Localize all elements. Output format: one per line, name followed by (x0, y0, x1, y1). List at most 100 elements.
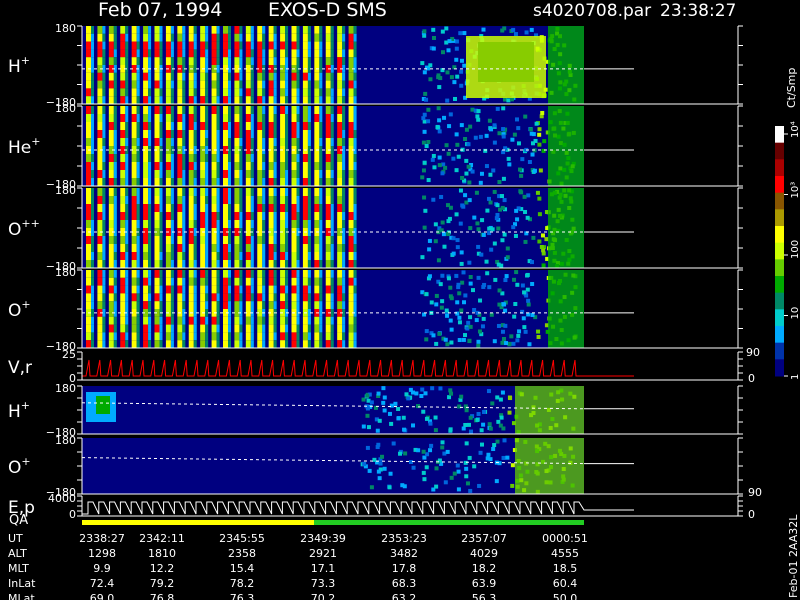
panel-oplus-cell (228, 309, 231, 317)
panel-oplus-cell (182, 324, 186, 333)
panel-oplus-cell (120, 285, 126, 294)
panel-heplus-cell (444, 143, 449, 148)
panel-hplus-cell (120, 26, 126, 34)
panel-hplus-cell (165, 33, 171, 42)
panel-oplus-cell (342, 332, 346, 341)
panel-oplusplus-cell (455, 245, 460, 250)
panel-heplus-cell (501, 127, 506, 132)
panel-oplus2-cell (363, 464, 368, 469)
panel-hplus2-cell (438, 386, 443, 391)
panel-heplus-cell (223, 170, 228, 178)
panel-hplus-cell (125, 80, 129, 89)
panel-oplusplus-cell (257, 220, 263, 228)
panel-oplusplus-cell (500, 238, 505, 243)
panel-heplus-cell (234, 130, 240, 138)
panel-heplus-cell (205, 106, 209, 114)
panel-heplus-cell (280, 114, 286, 122)
panel-oplusplus-cell (535, 190, 540, 195)
panel-hplus-cell (177, 41, 183, 50)
panel-oplus2-cell (434, 466, 439, 471)
panel-heplus-cell (280, 130, 286, 138)
panel-heplus-cell (228, 130, 231, 138)
time-bar (82, 520, 584, 525)
panel-oplusplus-cell (348, 188, 354, 196)
panel-hplus-cell (337, 72, 343, 81)
panel-hplus2-cell (428, 421, 433, 426)
panel-hplus-cell (136, 80, 140, 89)
panel-hplus-cell (211, 80, 217, 89)
panel-hplus-cell (177, 88, 183, 97)
panel-oplus-cell (342, 324, 346, 333)
panel-hplus2: H+180−180 (8, 382, 743, 439)
colorbar-segment (775, 342, 784, 360)
panel-heplus-cell (234, 154, 240, 162)
panel-hplus-cell (120, 72, 126, 81)
panel-heplus-cell (211, 154, 217, 162)
panel-oplus-cell (131, 277, 137, 286)
panel-heplus-ymin: −180 (46, 178, 76, 191)
panel-hplus-cell (91, 65, 94, 73)
panel-hplus-cell (245, 41, 251, 50)
panel-hplus-cell (97, 96, 103, 104)
panel-oplus-cell (223, 277, 228, 286)
panel-oplus-cell (291, 316, 297, 325)
panel-oplus-cell (268, 270, 274, 278)
panel-hplus-cell (307, 49, 311, 58)
panel-heplus-cell (497, 131, 502, 136)
ep-trace (82, 501, 634, 515)
panel-hplus2-cell (464, 408, 469, 413)
panel-hplus2-ymax: 180 (55, 382, 76, 395)
panel-oplus-cell (348, 324, 354, 333)
panel-oplus-cell (319, 316, 323, 325)
panel-heplus-cell (464, 127, 469, 132)
panel-heplus-cell (216, 178, 220, 186)
panel-heplus-cell (503, 127, 508, 132)
panel-oplus-cell (262, 293, 266, 302)
panel-heplus-cell (91, 114, 94, 122)
panel-heplus-cell (170, 178, 174, 186)
panel-hplus-cell (285, 57, 289, 65)
panel-hplus2-cell (408, 387, 413, 392)
panel-heplus-cell (159, 106, 163, 114)
panel-hplus-cell (143, 57, 149, 65)
panel-hplus-cell (307, 57, 311, 65)
panel-oplus-cell (154, 324, 160, 333)
panel-hplus-cell (205, 26, 209, 34)
panel-heplus-cell (451, 156, 456, 161)
panel-hplus-cell (245, 33, 251, 42)
panel-oplus-cell (239, 277, 243, 286)
ephemeris-value: 17.8 (392, 562, 417, 575)
panel-oplus-cell (455, 300, 460, 305)
panel-hplus-cell (348, 26, 354, 34)
panel-heplus-cell (448, 112, 453, 117)
panel-heplus-cell (216, 146, 220, 154)
panel-hplus-cell (97, 49, 103, 58)
panel-oplus-cell (503, 323, 508, 328)
panel-oplus-cell (131, 316, 137, 325)
panel-oplus-ymax: 180 (55, 266, 76, 279)
panel-heplus-cell (426, 178, 431, 183)
panel-oplus-cell (302, 301, 308, 309)
ephemeris-value: 1810 (148, 547, 176, 560)
panel-oplus-cell (285, 316, 289, 325)
panel-oplusplus-cell (511, 225, 516, 230)
panel-heplus-cell (342, 170, 346, 178)
panel-hplus-cell (148, 49, 152, 58)
panel-oplusplus-cell (545, 256, 550, 261)
panel-heplus-cell (245, 138, 251, 146)
panel-oplusplus-cell (451, 251, 456, 256)
panel-oplusplus-cell (285, 252, 289, 260)
panel-oplusplus-cell (91, 252, 94, 260)
panel-heplus-cell (529, 131, 534, 136)
panel-heplus-cell (353, 162, 357, 170)
panel-oplus-cell (465, 326, 470, 331)
panel-oplusplus-cell (120, 260, 126, 268)
panel-hplus-cell (223, 88, 228, 97)
panel-oplus-cell (296, 277, 300, 286)
panel-heplus-cell (503, 146, 508, 151)
panel-oplusplus-cell (143, 188, 149, 196)
panel-heplus-cell (223, 114, 228, 122)
panel-hplus2-cell (490, 401, 495, 406)
panel-hplus-cell (143, 49, 149, 58)
panel-hplus-cell (353, 49, 357, 58)
